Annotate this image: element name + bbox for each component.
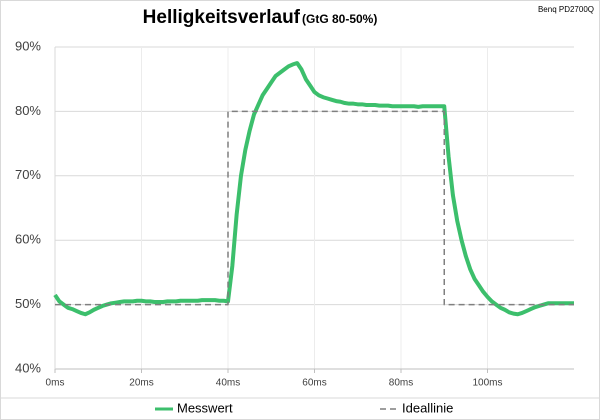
legend-label: Messwert bbox=[177, 400, 233, 415]
y-tick-label: 80% bbox=[15, 103, 41, 118]
annotation: Benq PD2700Q bbox=[538, 5, 594, 14]
y-tick-label: 90% bbox=[15, 38, 41, 53]
x-tick-label: 60ms bbox=[302, 378, 326, 389]
legend-label: Ideallinie bbox=[402, 400, 453, 415]
chart-title: Helligkeitsverlauf bbox=[143, 7, 301, 28]
chart-subtitle: (GtG 80-50%) bbox=[302, 12, 377, 26]
series-line bbox=[55, 110, 574, 306]
x-tick-label: 80ms bbox=[389, 378, 413, 389]
y-tick-label: 60% bbox=[15, 232, 41, 247]
x-tick-label: 20ms bbox=[129, 378, 153, 389]
x-tick-label: 0ms bbox=[46, 378, 65, 389]
x-tick-label: 40ms bbox=[216, 378, 240, 389]
series-line bbox=[53, 61, 574, 317]
y-tick-label: 70% bbox=[15, 167, 41, 182]
y-tick-label: 50% bbox=[15, 296, 41, 311]
y-tick-label: 40% bbox=[15, 360, 41, 375]
x-tick-label: 100ms bbox=[472, 378, 502, 389]
